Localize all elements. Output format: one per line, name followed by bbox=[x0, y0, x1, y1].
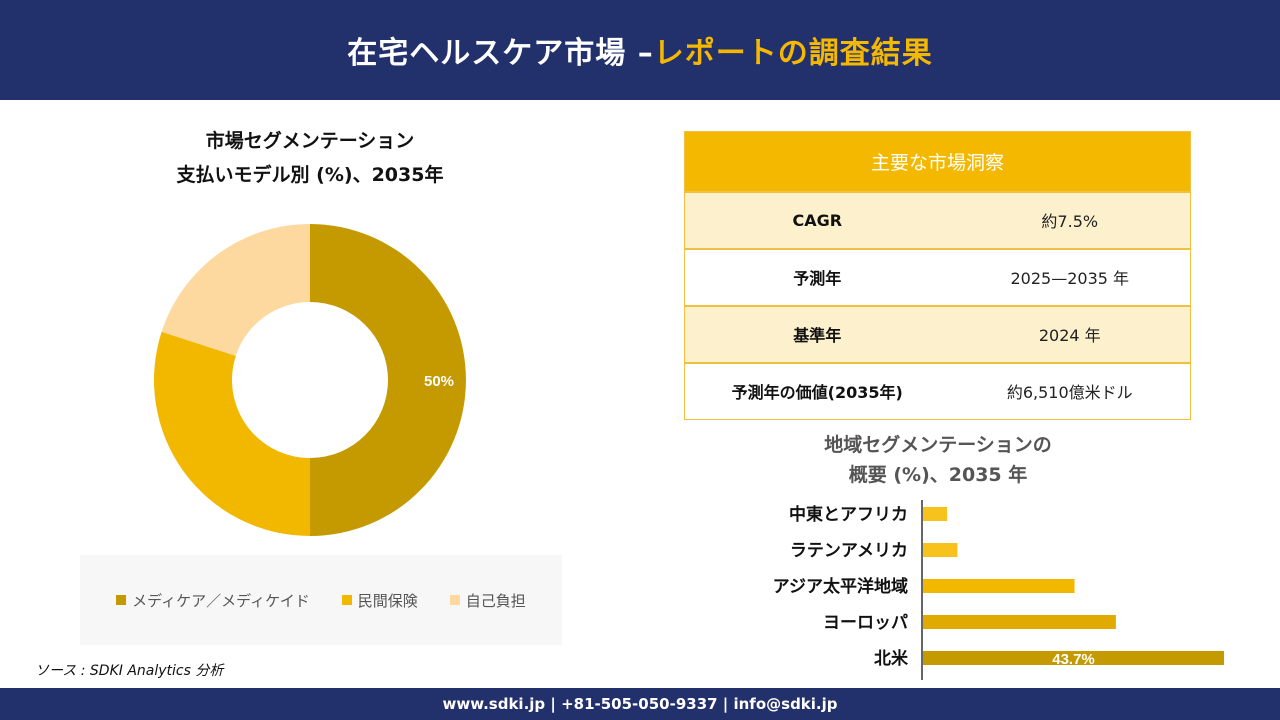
bar-1 bbox=[923, 543, 958, 557]
donut-title-line1: 市場セグメンテーション bbox=[205, 130, 415, 152]
legend-swatch-private-insurance bbox=[341, 595, 352, 605]
footer-contact: www.sdki.jp | +81-505-050-9337 | info@sd… bbox=[442, 695, 838, 713]
page-title-accent: レポートの調査結果 bbox=[653, 36, 933, 71]
legend-label-out-of-pocket: 自己負担 bbox=[465, 591, 526, 610]
insights-row-cagr: CAGR 約7.5% bbox=[684, 190, 1191, 249]
insights-row-base-year: 基準年 2024 年 bbox=[684, 304, 1191, 363]
insights-header-row: 主要な市場洞察 bbox=[684, 131, 1191, 192]
market-insights-table: 主要な市場洞察 CAGR 約7.5% 予測年 2025—2035 年 基準年 2… bbox=[684, 131, 1191, 420]
insights-value-forecast-value: 約6,510億米ドル bbox=[949, 361, 1191, 420]
bar-2 bbox=[923, 579, 1075, 593]
insights-value-cagr: 約7.5% bbox=[949, 190, 1191, 249]
insights-key-cagr: CAGR bbox=[684, 190, 950, 249]
bar-title-line2: 概要 (%)、2035 年 bbox=[848, 464, 1028, 486]
donut-chart-title: 市場セグメンテーション 支払いモデル別 (%)、2035年 bbox=[110, 124, 510, 192]
insights-value-base-year: 2024 年 bbox=[949, 304, 1191, 363]
legend-item-out-of-pocket: 自己負担 bbox=[449, 590, 526, 611]
legend-item-private-insurance: 民間保険 bbox=[341, 590, 418, 611]
bar-title-line1: 地域セグメンテーションの bbox=[824, 434, 1052, 456]
bar-category-label-4: 北米 bbox=[874, 648, 909, 669]
donut-title-line2: 支払いモデル別 (%)、2035年 bbox=[176, 164, 444, 186]
page-title: 在宅ヘルスケア市場 –レポートの調査結果 bbox=[347, 28, 932, 72]
header-banner: 在宅ヘルスケア市場 –レポートの調査結果 bbox=[0, 0, 1280, 100]
legend-swatch-out-of-pocket bbox=[449, 595, 460, 605]
footer-banner: www.sdki.jp | +81-505-050-9337 | info@sd… bbox=[0, 688, 1280, 720]
legend-label-private-insurance: 民間保険 bbox=[357, 591, 418, 610]
donut-slice-0 bbox=[310, 224, 466, 536]
bar-category-label-2: アジア太平洋地域 bbox=[773, 576, 908, 597]
legend-swatch-medicare bbox=[116, 595, 127, 605]
legend-item-medicare: メディケア／メディケイド bbox=[116, 590, 310, 611]
bar-chart-title: 地域セグメンテーションの 概要 (%)、2035 年 bbox=[738, 430, 1138, 490]
bar-category-label-3: ヨーロッパ bbox=[823, 613, 908, 633]
legend-label-medicare: メディケア／メディケイド bbox=[132, 591, 310, 610]
insights-header: 主要な市場洞察 bbox=[870, 151, 1004, 174]
bar-category-label-1: ラテンアメリカ bbox=[790, 541, 908, 561]
insights-row-forecast-value: 予測年の価値(2035年) 約6,510億米ドル bbox=[684, 361, 1191, 420]
insights-row-forecast-period: 予測年 2025—2035 年 bbox=[684, 247, 1191, 306]
donut-legend: メディケア／メディケイド 民間保険 自己負担 bbox=[80, 555, 562, 645]
page-title-main: 在宅ヘルスケア市場 – bbox=[347, 36, 654, 71]
donut-slice-2 bbox=[161, 224, 310, 356]
insights-value-forecast-period: 2025—2035 年 bbox=[949, 247, 1191, 306]
insights-key-base-year: 基準年 bbox=[684, 304, 950, 363]
source-note: ソース : SDKI Analytics 分析 bbox=[35, 663, 224, 679]
bar-4 bbox=[923, 651, 1225, 665]
insights-key-forecast-value: 予測年の価値(2035年) bbox=[684, 361, 950, 420]
bar-0 bbox=[923, 507, 948, 521]
bar-3 bbox=[923, 615, 1116, 629]
bar-category-label-0: 中東とアフリカ bbox=[789, 504, 908, 525]
insights-key-forecast-period: 予測年 bbox=[684, 247, 950, 306]
bar-data-label-4: 43.7% bbox=[1052, 651, 1095, 668]
donut-data-label-0: 50% bbox=[424, 373, 454, 390]
donut-slice-1 bbox=[154, 331, 310, 536]
donut-chart: 50% bbox=[154, 224, 466, 536]
